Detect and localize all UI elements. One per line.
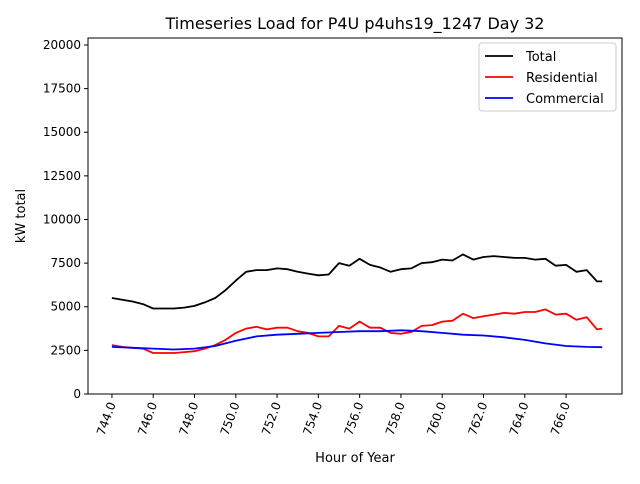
series-line-residential (111, 308, 603, 354)
x-tick-label: 750.0 (218, 400, 243, 437)
y-tick-label: 17500 (43, 82, 81, 96)
legend-box (478, 42, 617, 112)
legend-label-total: Total (525, 50, 556, 65)
x-tick-label: 756.0 (342, 400, 367, 437)
legend: Total Residential Commercial (478, 42, 617, 112)
x-tick-label: 758.0 (383, 400, 408, 437)
y-tick-label: 0 (73, 387, 81, 401)
x-tick-label: 760.0 (424, 400, 449, 437)
legend-label-residential: Residential (526, 71, 598, 86)
y-tick-label: 2500 (50, 343, 81, 357)
series-line-total (111, 253, 603, 310)
x-tick-label: 748.0 (176, 400, 201, 437)
x-tick-label: 754.0 (300, 400, 325, 437)
x-tick-label: 766.0 (548, 400, 573, 437)
y-tick-label: 7500 (50, 256, 81, 270)
plot-frame (87, 37, 623, 395)
x-tick-label: 746.0 (135, 400, 160, 437)
y-tick-label: 12500 (43, 169, 81, 183)
x-tick-label: 752.0 (259, 400, 284, 437)
y-tick-label: 5000 (50, 300, 81, 314)
plot-area: 744.0 746.0 748.0 750.0 752.0 754.0 756.0 758.0… (43, 37, 623, 437)
x-tick-label: 744.0 (94, 400, 119, 437)
x-tick-label: 764.0 (507, 400, 532, 437)
y-tick-label: 20000 (43, 38, 81, 52)
y-axis-label: kW total (14, 189, 29, 243)
x-tick-label: 762.0 (465, 400, 490, 437)
series-line-commercial (111, 329, 603, 351)
chart-title: Timeseries Load for P4U p4uhs19_1247 Day… (165, 14, 545, 34)
legend-label-commercial: Commercial (526, 92, 604, 107)
y-tick-label: 10000 (43, 212, 81, 226)
x-axis-label: Hour of Year (315, 451, 395, 466)
y-tick-label: 15000 (43, 125, 81, 139)
